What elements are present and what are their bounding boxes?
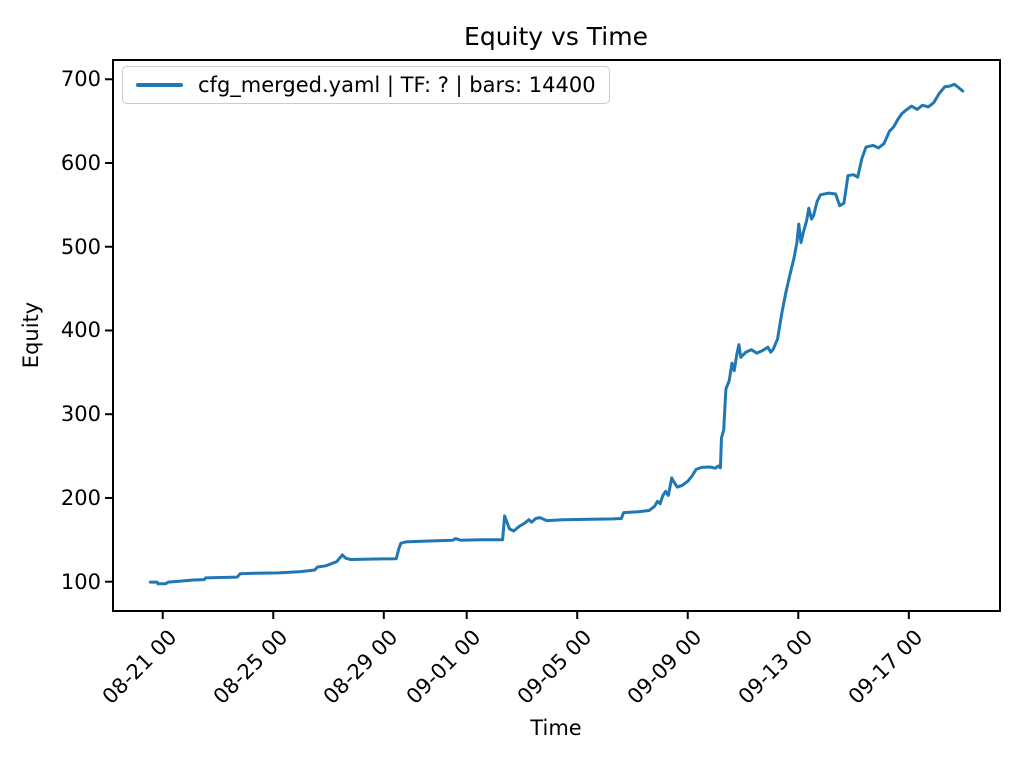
x-tick-label: 08-29 00	[319, 625, 403, 709]
legend-label: cfg_merged.yaml | TF: ? | bars: 14400	[198, 73, 596, 97]
x-tick-label: 08-21 00	[97, 625, 182, 709]
legend-line-swatch	[136, 83, 183, 87]
x-tick-label: 09-17 00	[844, 625, 928, 709]
chart-title: Equity vs Time	[464, 22, 648, 51]
legend: cfg_merged.yaml | TF: ? | bars: 14400	[122, 66, 610, 104]
y-tick-label: 200	[60, 485, 101, 510]
y-tick-label: 500	[60, 234, 101, 259]
x-tick-label: 09-09 00	[622, 625, 707, 709]
axes-spines	[112, 59, 1001, 612]
x-tick-label: 09-01 00	[401, 625, 486, 709]
x-tick-label: 09-05 00	[512, 625, 597, 709]
equity-line-chart	[105, 59, 1001, 619]
equity-curve	[148, 82, 965, 586]
y-tick-label: 400	[60, 318, 101, 343]
y-tick-label: 300	[60, 402, 101, 427]
y-tick-label: 700	[60, 67, 101, 92]
x-tick-label: 09-13 00	[733, 625, 818, 709]
y-tick-label: 100	[60, 569, 101, 594]
plot-area: cfg_merged.yaml | TF: ? | bars: 14400	[105, 59, 1001, 619]
x-tick-label: 08-25 00	[208, 625, 293, 709]
y-tick-label: 600	[60, 150, 101, 175]
x-axis-label: Time	[530, 716, 582, 740]
